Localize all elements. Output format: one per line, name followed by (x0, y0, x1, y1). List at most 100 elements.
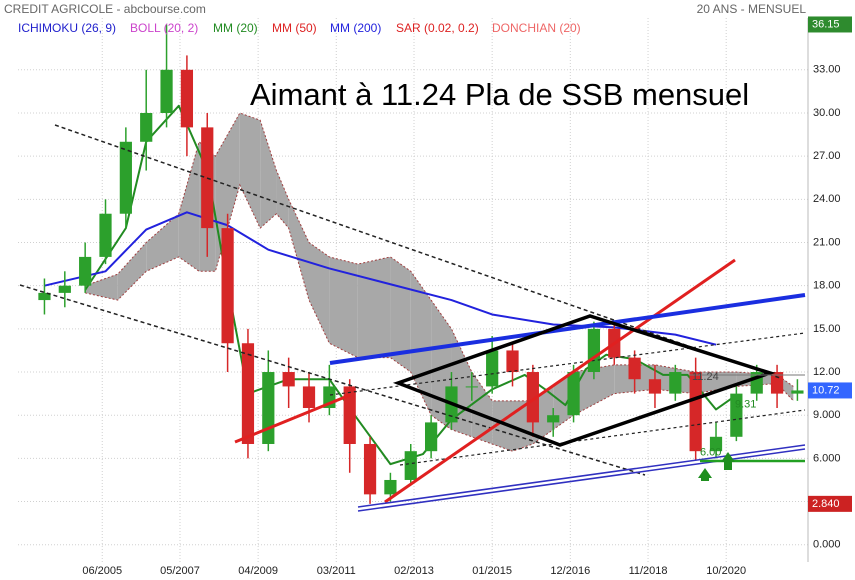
candle-body (730, 393, 743, 437)
candle-body (79, 256, 92, 286)
candle-body (547, 415, 560, 423)
chart-subtitle: 20 ANS - MENSUEL (697, 2, 807, 16)
trend-line (19, 284, 646, 476)
cloud-segment (695, 372, 737, 394)
candle-body (791, 390, 804, 394)
candle-body (384, 479, 397, 495)
candle-body (486, 350, 499, 387)
candle-body (343, 386, 356, 444)
legend: ICHIMOKU (26, 9) BOLL (20, 2) MM (20) MM (5… (18, 21, 581, 35)
candle-body (302, 386, 316, 409)
price-label: 10.72 (812, 384, 840, 396)
indicator-line (44, 211, 717, 346)
cloud-edge (85, 183, 794, 452)
candle-body (587, 328, 601, 373)
y-tick-label: 12.00 (813, 366, 841, 378)
candle-body (160, 69, 173, 113)
y-tick-label: 0.000 (813, 539, 841, 551)
candle-body (58, 285, 71, 293)
x-tick-label: 11/2018 (629, 565, 668, 577)
legend-entry: MM (20) (213, 21, 258, 35)
trend-line (399, 409, 806, 466)
y-tick-label: 33.00 (813, 64, 841, 76)
cloud-segment (276, 170, 289, 229)
legend-entry: SAR (0.02, 0.2) (396, 21, 479, 35)
price-label: 36.15 (812, 18, 840, 30)
trend-line (54, 124, 781, 379)
trend-line (357, 444, 806, 508)
candle-body (363, 443, 377, 495)
cloud-segment (471, 372, 493, 444)
trend-line (329, 332, 806, 396)
cloud-segment (573, 364, 615, 416)
cloud-segment (146, 213, 179, 272)
x-tick-label: 03/2011 (317, 565, 356, 577)
x-tick-label: 04/2009 (238, 565, 278, 577)
legend-entry: MM (200) (330, 21, 381, 35)
candle-body (38, 292, 51, 301)
price-label: 2.840 (812, 498, 840, 510)
level-label: 6.00 (700, 446, 721, 458)
price-box (808, 16, 852, 33)
level-label: 11.24 (692, 371, 719, 383)
candle-body (404, 451, 417, 480)
chart-title: CREDIT AGRICOLE - abcbourse.com (4, 2, 206, 16)
candle-body (628, 357, 641, 380)
candle-body (119, 141, 132, 214)
arrow-up (721, 452, 735, 470)
candle-body (465, 386, 478, 388)
legend-entry: MM (50) (272, 21, 317, 35)
y-tick-label: 30.00 (813, 107, 841, 119)
annotation: Aimant à 11.24 Pla de SSB mensuel (250, 77, 749, 112)
cloud-segment (260, 120, 277, 229)
cloud-segment (492, 400, 513, 452)
y-tick-label: 27.00 (813, 150, 841, 162)
cloud-segment (288, 199, 310, 301)
candle-body (770, 372, 784, 394)
price-box (808, 495, 852, 512)
candle-body (567, 372, 580, 416)
candle-body (180, 69, 194, 128)
trend-line (329, 293, 806, 365)
y-tick-label: 18.00 (813, 280, 841, 292)
candle-body (648, 379, 662, 394)
level-label: 9.31 (735, 399, 756, 411)
candle-body (506, 350, 519, 373)
cloud-segment (85, 274, 118, 301)
legend-entry: DONCHIAN (20) (492, 21, 581, 35)
cloud-segment (357, 256, 391, 358)
cloud-segment (117, 242, 147, 301)
cloud-segment (239, 112, 261, 229)
candle-body (709, 436, 723, 452)
y-tick-label: 24.00 (813, 193, 841, 205)
diamond (392, 314, 776, 447)
candle-body (282, 372, 295, 387)
candle-body (425, 422, 438, 452)
candle-body (526, 372, 539, 423)
candle-body (221, 228, 234, 344)
labels: 0.0003.0006.0009.00012.0015.0018.0021.00… (82, 16, 852, 577)
y-tick-label: 9.000 (813, 409, 841, 421)
y-tick-label: 15.00 (813, 323, 841, 335)
legend-entry: ICHIMOKU (26, 9) (18, 21, 116, 35)
cloud-segment (329, 256, 358, 358)
x-tick-label: 10/2020 (706, 565, 746, 577)
x-tick-label: 05/2007 (160, 565, 200, 577)
y-tick-label: 6.000 (813, 452, 841, 464)
y-tick-label: 21.00 (813, 236, 841, 248)
trend-line (384, 258, 736, 504)
candle-body (241, 343, 255, 444)
trend-line (234, 393, 351, 444)
legend-entry: BOLL (20, 2) (130, 21, 198, 35)
price-box (808, 382, 852, 399)
cloud-segment (410, 271, 432, 416)
x-tick-label: 06/2005 (82, 565, 122, 577)
x-tick-label: 12/2016 (550, 565, 590, 577)
candle-body (669, 372, 682, 394)
candle-body (262, 372, 275, 444)
candle-body (99, 213, 112, 257)
candle-body (140, 112, 153, 142)
arrow-up (698, 468, 712, 481)
